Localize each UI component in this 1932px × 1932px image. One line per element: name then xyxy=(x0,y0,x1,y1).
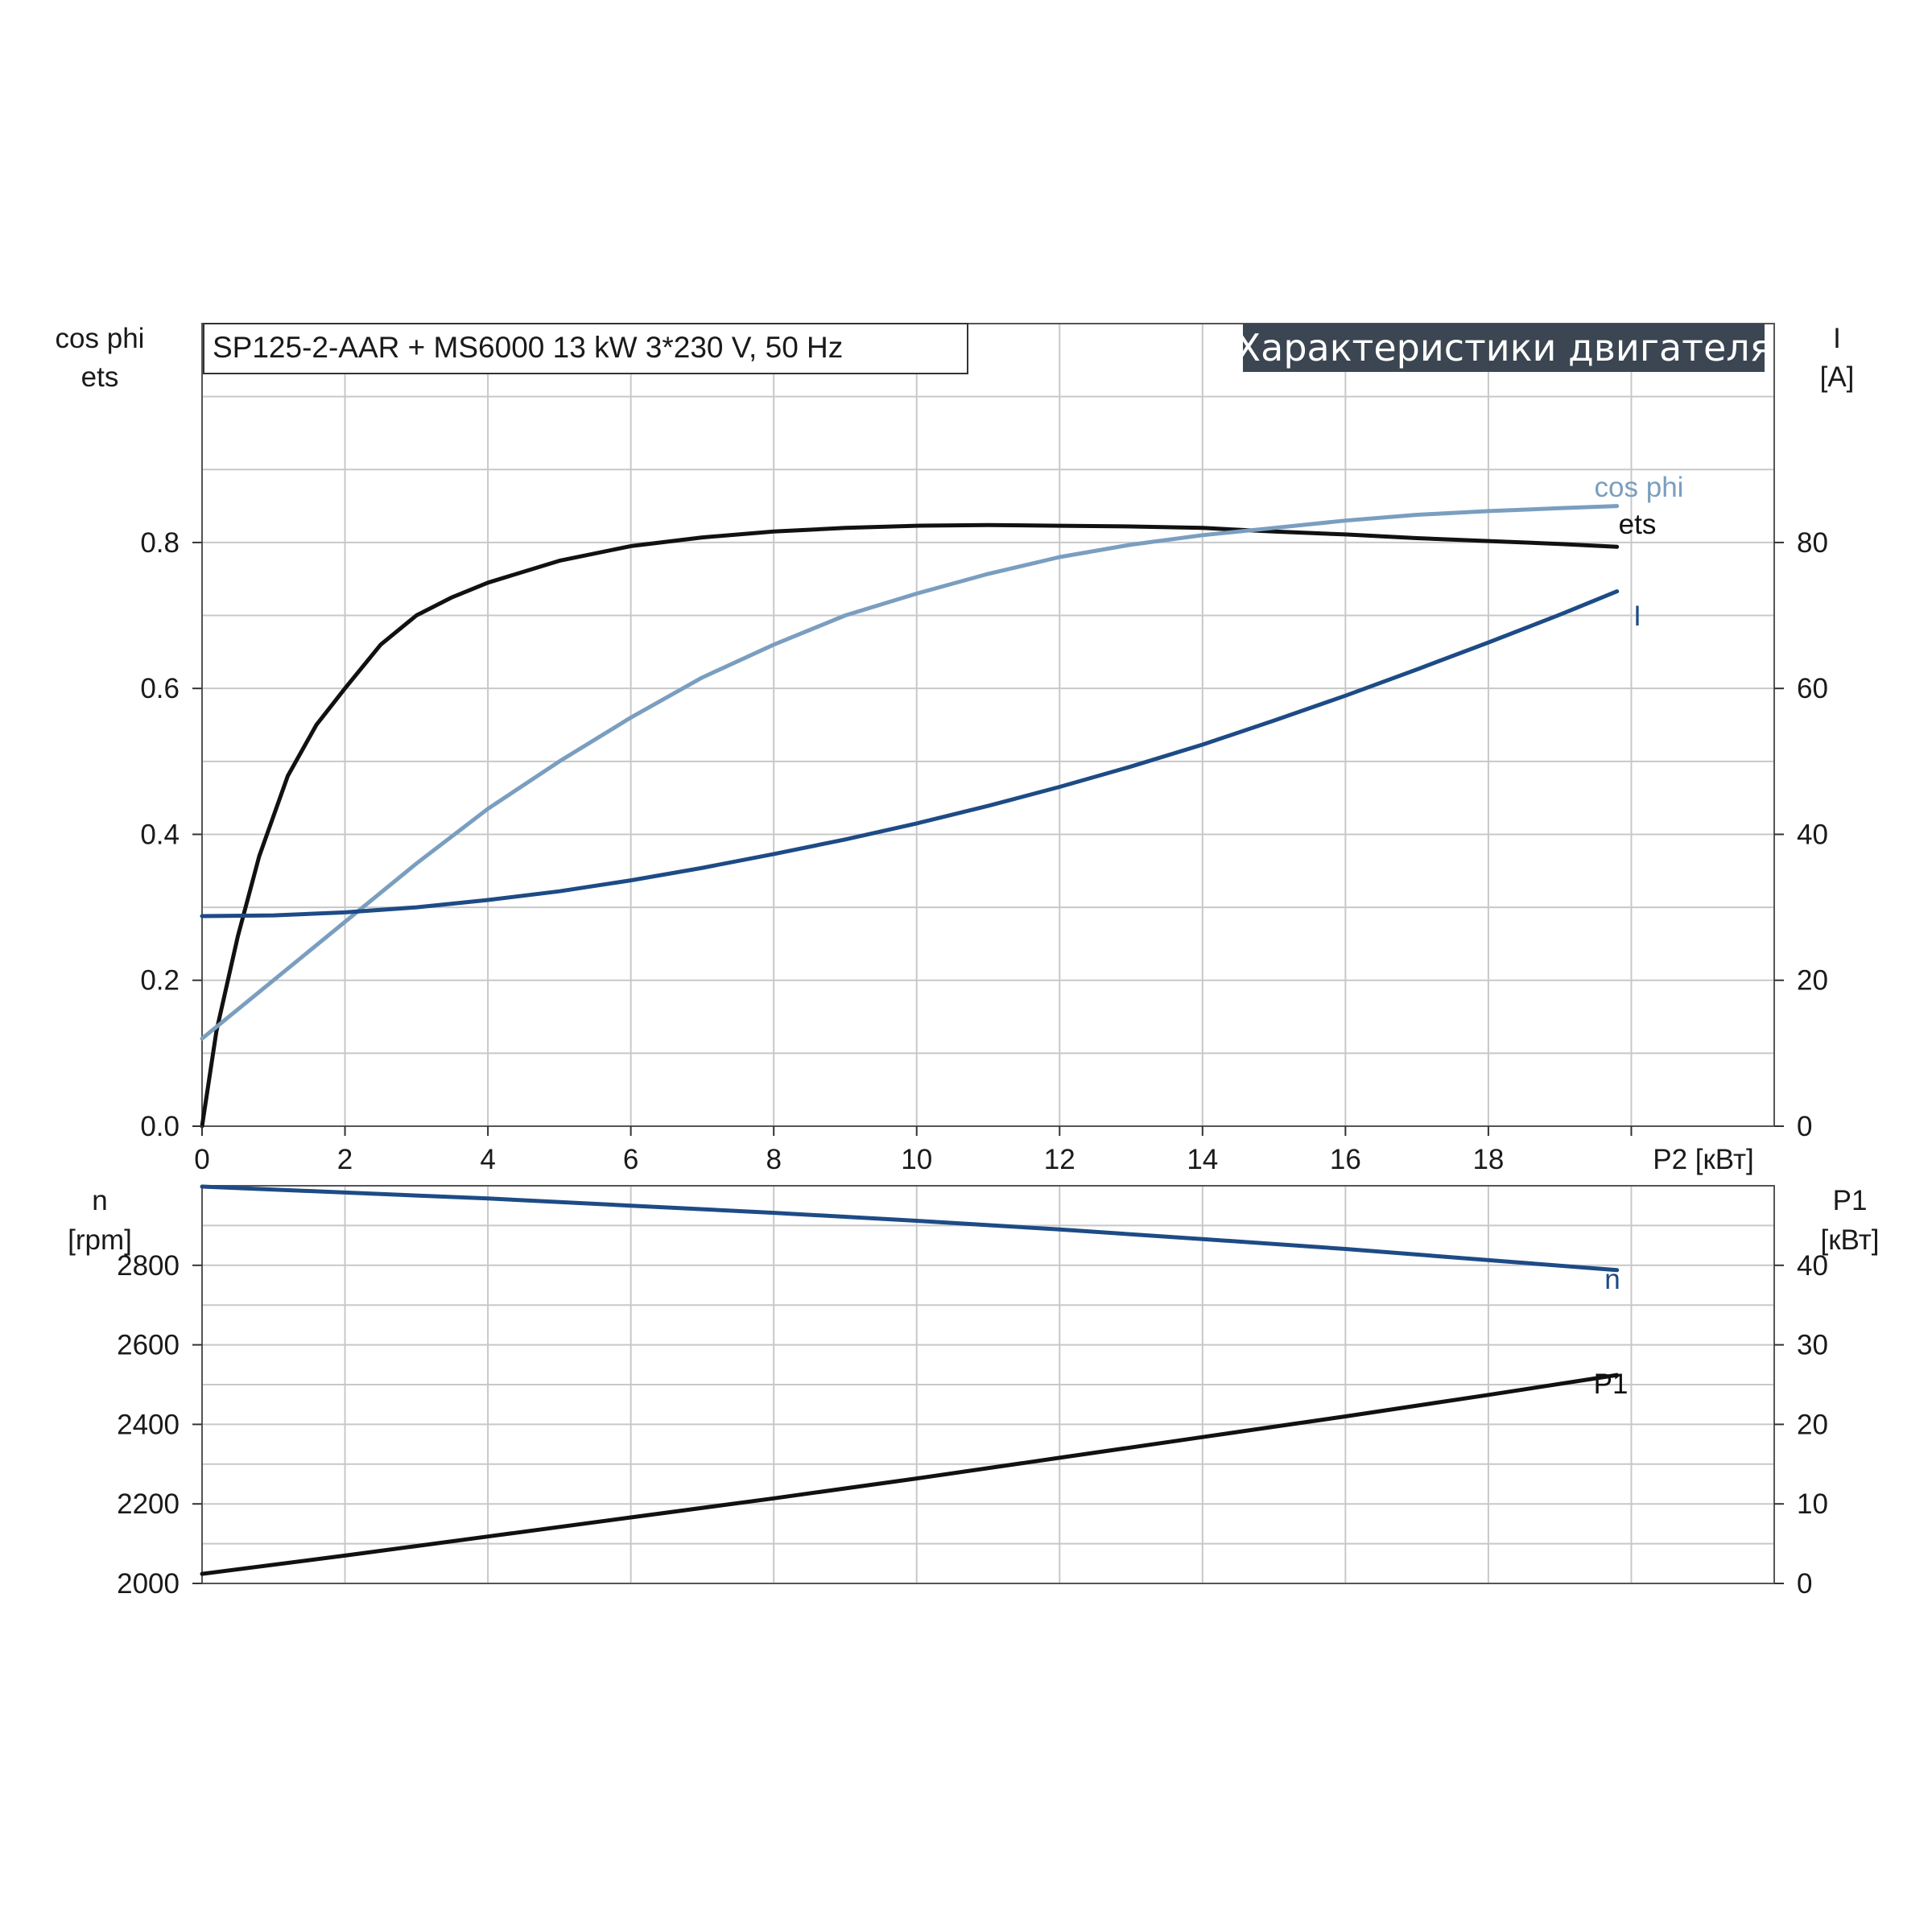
n-curve-label: n xyxy=(1604,1264,1620,1295)
bottom-left-tick-label: 2400 xyxy=(117,1409,180,1440)
top-right-tick-label: 40 xyxy=(1797,819,1828,850)
top-ets-curve xyxy=(200,522,1620,1129)
title-box xyxy=(1243,324,1765,372)
bottom-ticks: 2000 2200 2400 2600 2800 0 10 20 30 40 xyxy=(117,1250,1828,1600)
top-x-tick-label: 4 xyxy=(480,1144,495,1175)
left-axis-label-line2: ets xyxy=(81,361,119,393)
top-x-tick-label: 6 xyxy=(623,1144,638,1175)
n-axis-label-line2: [rpm] xyxy=(68,1224,132,1256)
bottom-curves xyxy=(200,1184,1620,1576)
bottom-panel: 2000 2200 2400 2600 2800 0 10 20 30 40 n [rpm] P1… xyxy=(68,1184,1880,1600)
p1-curve-label: P1 xyxy=(1594,1368,1629,1400)
top-left-tick-label: 0.4 xyxy=(140,819,180,850)
right-axis-label-line2: [A] xyxy=(1820,361,1855,393)
right-axis-label-line1: I xyxy=(1833,323,1841,354)
ets-curve-label: ets xyxy=(1619,509,1657,540)
top-grid xyxy=(202,324,1774,1126)
top-right-tick-label: 20 xyxy=(1797,965,1828,997)
subtitle-box xyxy=(203,323,968,374)
bottom-plot-frame xyxy=(201,1185,1775,1584)
bottom-right-tick-label: 20 xyxy=(1797,1409,1828,1440)
top-curves xyxy=(200,504,1620,1129)
bottom-right-tick-label: 10 xyxy=(1797,1488,1828,1520)
cos-phi-curve-label: cos phi xyxy=(1595,472,1684,503)
bottom-n-curve xyxy=(200,1184,1620,1273)
bottom-right-tick-label: 0 xyxy=(1797,1568,1812,1600)
top-ticks: 0.0 0.2 0.4 0.6 0.8 0 20 40 60 80 0 2 4 6 8 10 12 14 16 18 xyxy=(140,527,1828,1175)
bottom-left-tick-label: 2800 xyxy=(117,1250,180,1282)
top-x-tick-label: 8 xyxy=(766,1144,781,1175)
top-left-tick-label: 0.8 xyxy=(140,527,180,559)
top-left-tick-label: 0.6 xyxy=(140,673,180,704)
bottom-grid xyxy=(202,1186,1774,1583)
top-cos-phi-curve xyxy=(200,504,1620,1041)
top-x-tick-label: 0 xyxy=(194,1144,209,1175)
bottom-left-tick-label: 2200 xyxy=(117,1488,180,1520)
left-axis-label-line1: cos phi xyxy=(56,323,145,354)
x-axis-label: P2 [кВт] xyxy=(1653,1144,1754,1175)
p1-axis-label-line2: [кВт] xyxy=(1821,1224,1880,1256)
bottom-right-tick-label: 30 xyxy=(1797,1330,1828,1361)
top-right-tick-label: 0 xyxy=(1797,1111,1812,1142)
top-left-tick-label: 0.0 xyxy=(140,1111,180,1142)
bottom-left-tick-label: 2000 xyxy=(117,1568,180,1600)
bottom-left-tick-label: 2600 xyxy=(117,1330,180,1361)
chart-subtitle: SP125-2-AAR + MS6000 13 kW 3*230 V, 50 H… xyxy=(213,331,843,364)
top-right-tick-label: 60 xyxy=(1797,673,1828,704)
n-axis-label-line1: n xyxy=(92,1185,107,1216)
chart-title: Характеристики двигателя xyxy=(1236,326,1773,369)
top-x-tick-label: 14 xyxy=(1187,1144,1218,1175)
top-plot-frame xyxy=(201,323,1775,1127)
bottom-p1-curve xyxy=(200,1373,1620,1576)
bottom-right-tick-label: 40 xyxy=(1797,1250,1828,1282)
top-x-tick-label: 18 xyxy=(1472,1144,1504,1175)
top-x-tick-label: 2 xyxy=(337,1144,353,1175)
top-left-tick-label: 0.2 xyxy=(140,965,180,997)
top-x-tick-label: 10 xyxy=(901,1144,932,1175)
top-x-tick-label: 16 xyxy=(1330,1144,1361,1175)
p1-axis-label-line1: P1 xyxy=(1833,1185,1868,1216)
top-i-curve xyxy=(200,589,1620,919)
top-right-tick-label: 80 xyxy=(1797,527,1828,559)
top-x-tick-label: 12 xyxy=(1044,1144,1075,1175)
current-curve-label: I xyxy=(1633,601,1641,632)
